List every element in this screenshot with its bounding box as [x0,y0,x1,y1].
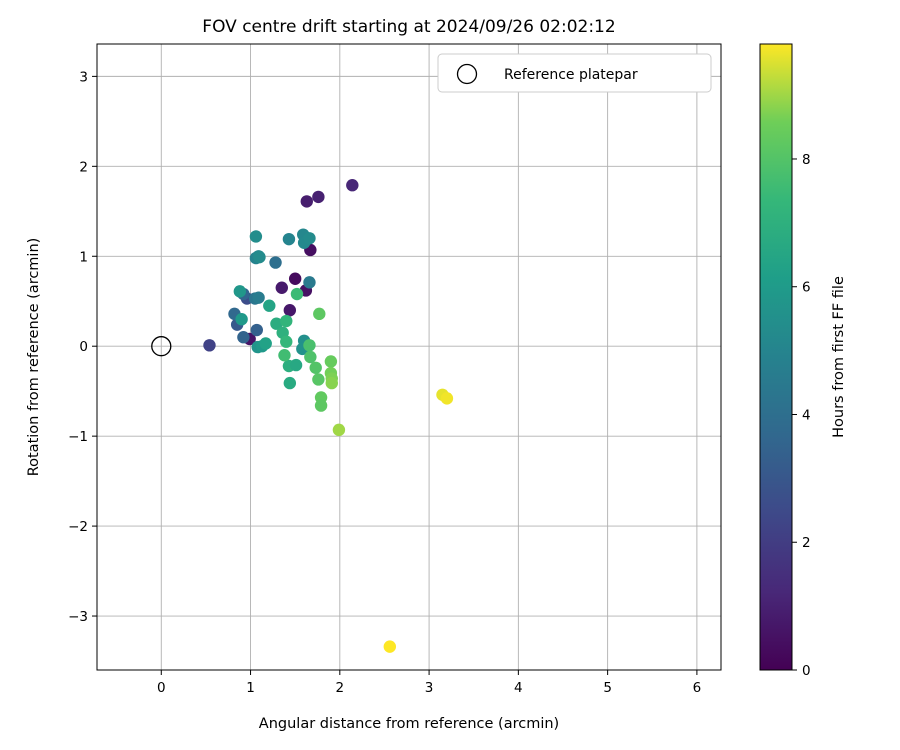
x-tick-label: 4 [514,680,523,696]
data-point [283,376,297,390]
data-point [300,195,313,208]
x-tick-label: 5 [603,680,612,696]
data-point [270,317,283,330]
data-point [324,355,338,368]
y-axis-ticks: −3 −2 −1 0 1 2 3 [68,69,97,625]
data-point [332,423,346,437]
data-point [383,640,397,653]
data-point [253,250,266,264]
data-point [282,232,296,246]
data-point [237,331,250,344]
data-point [303,339,316,352]
x-tick-label: 6 [693,680,702,696]
colorbar-tick-label: 6 [802,280,811,296]
plot-area [97,44,721,670]
data-point [304,350,317,364]
colorbar-tick-label: 2 [802,535,811,551]
x-tick-label: 3 [425,680,434,696]
y-tick-label: −3 [68,609,88,625]
x-axis-label: Angular distance from reference (arcmin) [259,716,559,732]
data-point [233,285,247,298]
data-point [312,373,325,386]
chart-title: FOV centre drift starting at 2024/09/26 … [202,17,615,37]
y-tick-label: −2 [68,519,88,535]
data-point [440,392,454,405]
colorbar-gradient [759,43,793,671]
data-point [249,230,263,243]
data-point [278,349,291,362]
data-point [263,299,276,312]
y-tick-label: 3 [79,69,88,85]
data-point [259,337,272,350]
data-point [250,323,263,337]
colorbar-tick-label: 8 [802,152,811,168]
data-point [314,399,328,412]
plot-frame [96,43,722,671]
y-tick-label: −1 [68,429,88,445]
legend-entry-reference: Reference platepar [504,67,638,83]
data-point [303,232,316,245]
data-point [283,304,297,317]
y-tick-label: 2 [79,159,88,175]
legend-box [437,53,712,93]
legend: Reference platepar [437,53,712,93]
data-point [346,179,359,192]
y-tick-label: 1 [79,249,88,265]
data-point [325,376,338,390]
colorbar: 0 2 4 6 8 Hours from first FF file [759,43,847,679]
data-point [280,314,293,328]
data-point [252,291,265,304]
data-point [313,307,326,321]
reference-platepar-marker [151,336,172,357]
y-tick-label: 0 [79,339,88,355]
data-point [203,339,216,352]
colorbar-label: Hours from first FF file [831,276,847,438]
data-point [312,190,325,204]
x-tick-label: 1 [246,680,255,696]
data-point [290,287,304,301]
data-point [280,335,293,348]
colorbar-ticks: 0 2 4 6 8 [792,152,811,679]
data-point [288,272,302,285]
data-point [275,281,288,294]
x-tick-label: 0 [157,680,166,696]
x-axis-ticks: 0 1 2 3 4 5 6 [157,670,701,696]
y-axis-label: Rotation from reference (arcmin) [26,238,42,477]
legend-marker-reference [456,63,478,85]
data-point [309,361,322,374]
data-point [303,276,316,289]
colorbar-tick-label: 4 [802,407,811,423]
colorbar-tick-label: 0 [802,663,811,679]
data-point [235,313,248,326]
data-point [289,358,303,372]
x-tick-label: 2 [336,680,345,696]
data-point [269,256,282,269]
data-points [151,179,454,653]
